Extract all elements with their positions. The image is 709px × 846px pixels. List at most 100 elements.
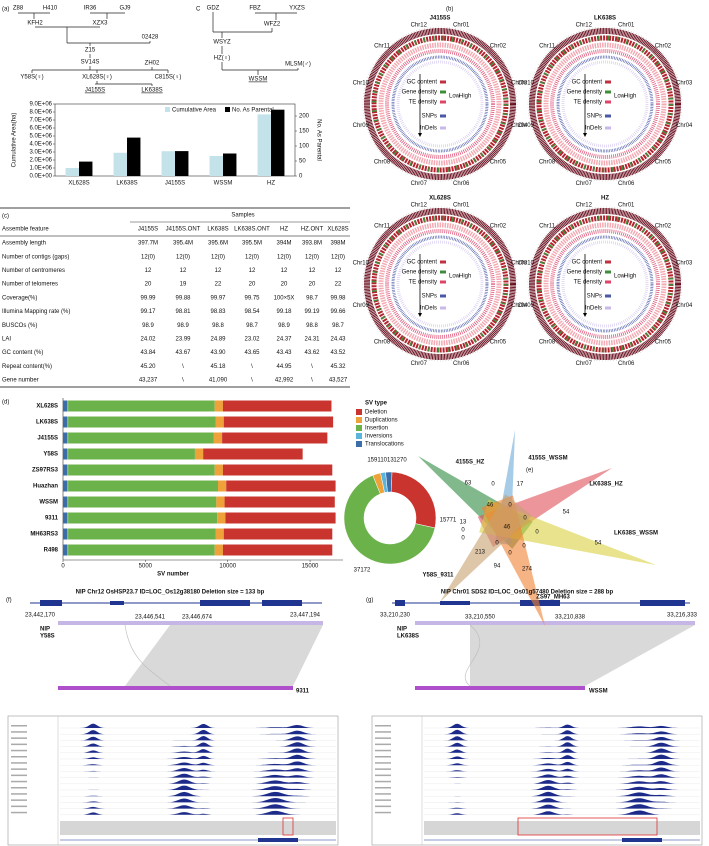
coverage-track [60, 754, 336, 759]
bar-segment [63, 448, 68, 460]
track-name [11, 811, 27, 814]
table-cell: 98.83 [210, 309, 226, 315]
deletion-box [517, 817, 658, 836]
pedigree-node: Z88 [13, 6, 24, 12]
chromosome-label: Chr09 [353, 303, 370, 309]
y-tick-label: 5.0E+06 [29, 134, 52, 140]
chromosome-label: Chr08 [539, 340, 556, 346]
circos-track [561, 240, 649, 328]
circos-track [391, 235, 489, 333]
circos-outline [527, 206, 683, 362]
venn-count: 17 [517, 482, 524, 488]
table-cell: 43.65 [244, 350, 260, 356]
venn-count: 0 [495, 541, 499, 547]
circos-legend-level: High [459, 94, 471, 100]
bar-segment [63, 416, 68, 428]
coverage-track [424, 767, 700, 772]
venn-count: 213 [475, 550, 486, 556]
y-tick-label: Huazhan [33, 484, 58, 490]
track-name [11, 793, 27, 795]
table-cell: 22 [335, 282, 342, 288]
track-name [375, 731, 391, 733]
chromosome-label: Chr06 [618, 361, 635, 367]
chromosome-label: Chr09 [518, 303, 535, 309]
bar-segment [68, 464, 215, 476]
table-cell: Number of telomeres [2, 282, 58, 288]
y-tick-label: XL628S [36, 404, 58, 410]
y2-tick-label: 150 [299, 129, 310, 135]
circos-legend-label: Gene density [567, 90, 602, 96]
table-cell: 43.84 [140, 350, 156, 356]
chromosome-label: Chr01 [618, 202, 635, 208]
circos-legend-level: High [624, 94, 636, 100]
venn-count: 46 [487, 503, 494, 509]
venn-set-label: 4155S_WSSM [528, 456, 567, 462]
bar-segment [214, 464, 223, 476]
circos-legend-label: TE density [574, 280, 602, 286]
legend-swatch [356, 433, 362, 439]
track-name [11, 799, 27, 801]
legend-label: No. As Parental [232, 108, 274, 114]
table-cell: 23.99 [175, 336, 191, 342]
bar-segment [68, 416, 216, 428]
x-tick-label: 10000 [219, 564, 236, 570]
bar-segment [217, 512, 226, 524]
legend-label: Duplications [365, 418, 398, 424]
bar-segment [68, 448, 195, 460]
circos-arrow-head [418, 313, 422, 317]
table-header: LK638S.ONT [234, 227, 270, 233]
circos-legend-label: SNPs [587, 294, 602, 300]
track-name [375, 743, 391, 746]
y-tick-label: 6.0E+06 [29, 126, 52, 132]
table-cell: 98.9 [142, 323, 154, 329]
table-cell: 99.98 [330, 295, 346, 301]
table-cell: 99.97 [210, 295, 226, 301]
coverage-track [424, 804, 700, 809]
donut-label: 1591 [367, 458, 381, 464]
panel-label: (b) [446, 7, 453, 13]
coverage-track [424, 754, 700, 759]
chromosome-label: Chr04 [676, 123, 693, 129]
table-cell: 24.43 [330, 336, 346, 342]
bar-segment [203, 448, 303, 460]
circos-title: XL628S [429, 196, 451, 202]
coverage-track [424, 736, 700, 741]
y-tick-label: 7.0E+06 [29, 118, 52, 124]
table-cell: 43.52 [330, 350, 346, 356]
track-name [375, 805, 391, 808]
table-cell: 12 [281, 268, 288, 274]
table-cell: 45.18 [210, 364, 226, 370]
chromosome-label: Chr09 [518, 123, 535, 129]
y2-tick-label: 50 [299, 159, 306, 165]
chromosome-label: Chr11 [374, 44, 391, 50]
panel-label: (a) [2, 7, 9, 13]
circos-legend-swatch [605, 260, 611, 264]
venn-count: 46 [504, 525, 511, 531]
table-cell: 99.66 [330, 309, 346, 315]
circos-track [396, 240, 484, 328]
bar-segment [63, 544, 68, 556]
y-tick-label: MH63RS3 [30, 532, 58, 538]
table-cell: 98.7 [306, 295, 318, 301]
track-name [375, 799, 391, 801]
table-cell: 12(0) [331, 254, 345, 260]
sample-label: Y58S [40, 634, 55, 640]
panel-label: (c) [2, 214, 9, 220]
chromosome-label: Chr08 [539, 160, 556, 166]
chromosome-label: Chr06 [453, 181, 470, 187]
track-name [11, 787, 27, 789]
coordinate-deletion: 23,446,541 [135, 615, 166, 621]
circos-legend-label: Gene density [402, 90, 437, 96]
pedigree-node: WFZ2 [264, 22, 281, 28]
chromosome-label: Chr10 [353, 260, 370, 266]
track-name [11, 749, 27, 752]
y-tick-label: 3.0E+06 [29, 150, 52, 156]
table-cell: 24.37 [276, 336, 292, 342]
chromosome-label: Chr05 [490, 160, 507, 166]
gene-exon [258, 838, 298, 842]
table-cell: 12 [180, 268, 187, 274]
bar-segment [68, 544, 215, 556]
chromosome-label: Chr08 [374, 340, 391, 346]
bar-segment [67, 480, 69, 492]
pedigree-node: C815S(♀) [155, 75, 182, 81]
